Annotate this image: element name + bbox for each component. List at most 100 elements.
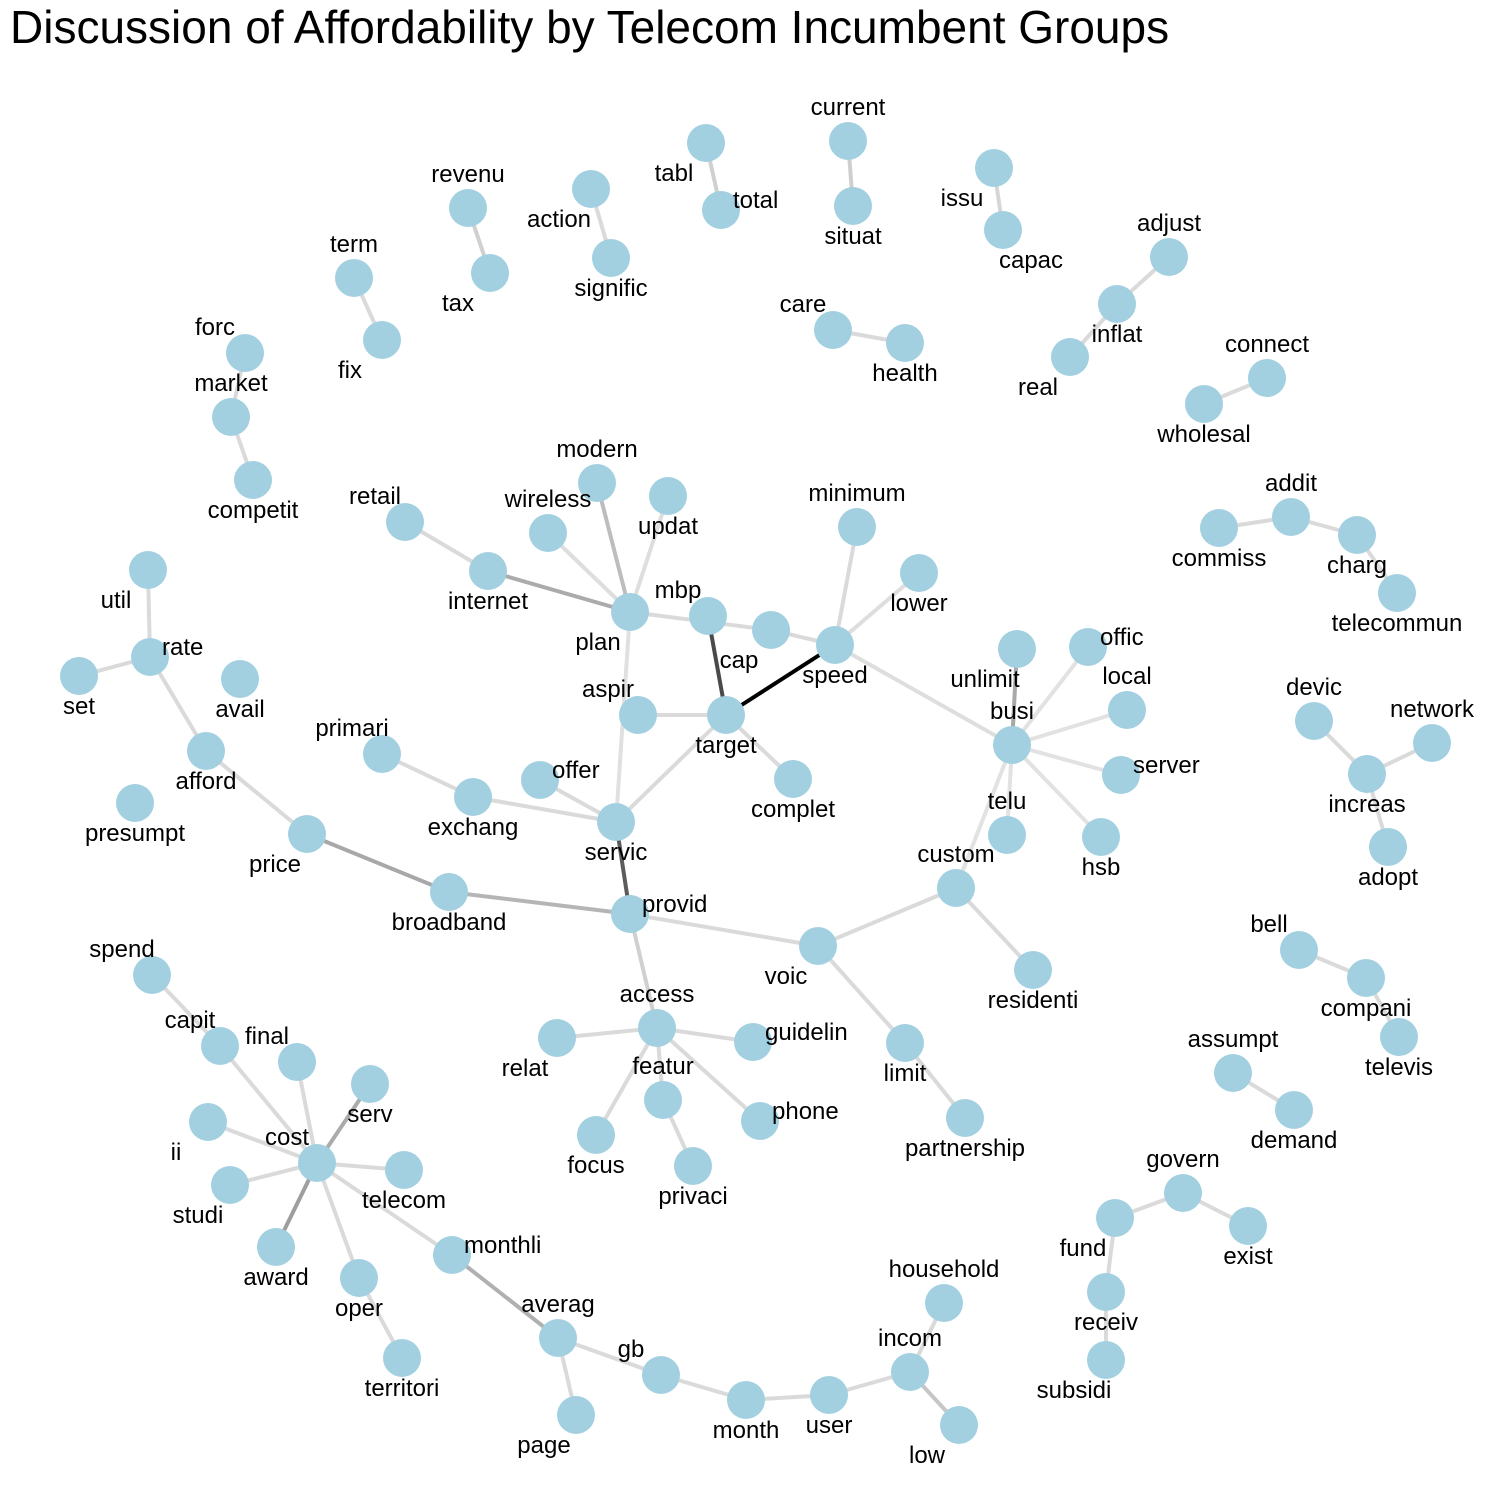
node-privaci	[674, 1147, 712, 1185]
node-commiss	[1200, 509, 1238, 547]
node-label-competit: competit	[208, 497, 299, 524]
node-label-guidelin: guidelin	[765, 1019, 848, 1046]
node-addit	[1272, 498, 1310, 536]
edge-access-focus	[594, 1026, 659, 1137]
node-incom	[891, 1353, 929, 1391]
node-label-devic: devic	[1286, 674, 1342, 701]
node-label-award: award	[243, 1264, 308, 1291]
node-partnership	[946, 1099, 984, 1137]
node-demand	[1275, 1091, 1313, 1129]
node-fund	[1096, 1199, 1134, 1237]
node-monthli	[433, 1236, 471, 1274]
node-label-market: market	[194, 370, 268, 397]
edge-exchang-servic	[471, 795, 618, 824]
node-avail	[221, 660, 259, 698]
node-label-mbp: mbp	[655, 577, 702, 604]
node-user	[810, 1376, 848, 1414]
node-capac	[984, 211, 1022, 249]
node-final	[278, 1043, 316, 1081]
node-label-unlimit: unlimit	[950, 666, 1020, 693]
node-offic	[1069, 628, 1107, 666]
node-busi	[993, 726, 1031, 764]
node-voic	[799, 927, 837, 965]
node-guidelin	[734, 1023, 772, 1061]
edge-access-phone	[655, 1026, 762, 1123]
node-action	[572, 170, 610, 208]
node-adopt	[1369, 828, 1407, 866]
node-label-revenu: revenu	[431, 161, 504, 188]
node-averag	[539, 1319, 577, 1357]
node-label-plan: plan	[575, 629, 620, 656]
node-subsidi	[1087, 1341, 1125, 1379]
node-label-assumpt: assumpt	[1188, 1026, 1279, 1053]
node-tax	[471, 254, 509, 292]
node-label-lower: lower	[890, 590, 947, 617]
node-signific	[592, 239, 630, 277]
node-award	[257, 1228, 295, 1266]
node-exist	[1229, 1207, 1267, 1245]
node-current	[829, 122, 867, 160]
node-charg	[1338, 516, 1376, 554]
node-label-exchang: exchang	[428, 814, 519, 841]
node-minimum	[838, 508, 876, 546]
node-label-real: real	[1018, 374, 1058, 401]
node-ii	[189, 1103, 227, 1141]
node-term	[335, 259, 373, 297]
node-label-month: month	[713, 1417, 780, 1444]
node-issu	[975, 149, 1013, 187]
node-label-privaci: privaci	[658, 1183, 727, 1210]
node-label-telu: telu	[988, 788, 1027, 815]
node-spend	[133, 956, 171, 994]
node-territori	[383, 1339, 421, 1377]
node-label-servic: servic	[585, 839, 648, 866]
node-label-cap: cap	[720, 647, 759, 674]
node-label-hsb: hsb	[1082, 854, 1121, 881]
node-label-wireless: wireless	[504, 486, 592, 513]
edge-price-broadband	[305, 832, 451, 894]
node-oper	[340, 1259, 378, 1297]
node-server	[1102, 756, 1140, 794]
node-label-fund: fund	[1060, 1235, 1107, 1262]
edge-local-busi	[1010, 708, 1129, 747]
node-residenti	[1014, 951, 1052, 989]
node-label-gb: gb	[618, 1336, 645, 1363]
node-label-relat: relat	[502, 1055, 549, 1082]
node-local	[1108, 691, 1146, 729]
node-label-forc: forc	[195, 314, 235, 341]
node-label-server: server	[1133, 752, 1200, 779]
node-focus	[577, 1116, 615, 1154]
node-cost	[298, 1144, 336, 1182]
node-label-capit: capit	[165, 1007, 216, 1034]
node-wholesal	[1185, 385, 1223, 423]
node-label-offer: offer	[552, 757, 600, 784]
node-label-phone: phone	[772, 1098, 839, 1125]
node-plan	[611, 593, 649, 631]
node-label-broadband: broadband	[392, 909, 507, 936]
node-label-total: total	[733, 187, 778, 214]
node-retail	[386, 503, 424, 541]
node-set	[60, 657, 98, 695]
node-label-ii: ii	[171, 1139, 182, 1166]
node-label-complet: complet	[751, 796, 835, 823]
node-label-charg: charg	[1327, 552, 1387, 579]
edge-provid-voic	[628, 912, 820, 948]
node-label-televis: televis	[1365, 1054, 1433, 1081]
node-receiv	[1087, 1273, 1125, 1311]
node-label-compani: compani	[1321, 995, 1412, 1022]
node-custom	[937, 869, 975, 907]
node-util	[129, 551, 167, 589]
node-label-telecom: telecom	[362, 1187, 446, 1214]
node-label-price: price	[249, 851, 301, 878]
node-label-serv: serv	[347, 1101, 392, 1128]
node-broadband	[430, 873, 468, 911]
node-label-telecommun: telecommun	[1332, 610, 1463, 637]
node-label-exist: exist	[1223, 1243, 1273, 1270]
node-fix	[363, 321, 401, 359]
node-label-residenti: residenti	[988, 987, 1079, 1014]
node-label-partnership: partnership	[905, 1135, 1025, 1162]
node-inflat	[1098, 285, 1136, 323]
node-label-afford: afford	[176, 768, 237, 795]
node-low	[940, 1406, 978, 1444]
edge-cost-monthli	[315, 1161, 454, 1257]
edge-speed-busi	[833, 643, 1014, 747]
